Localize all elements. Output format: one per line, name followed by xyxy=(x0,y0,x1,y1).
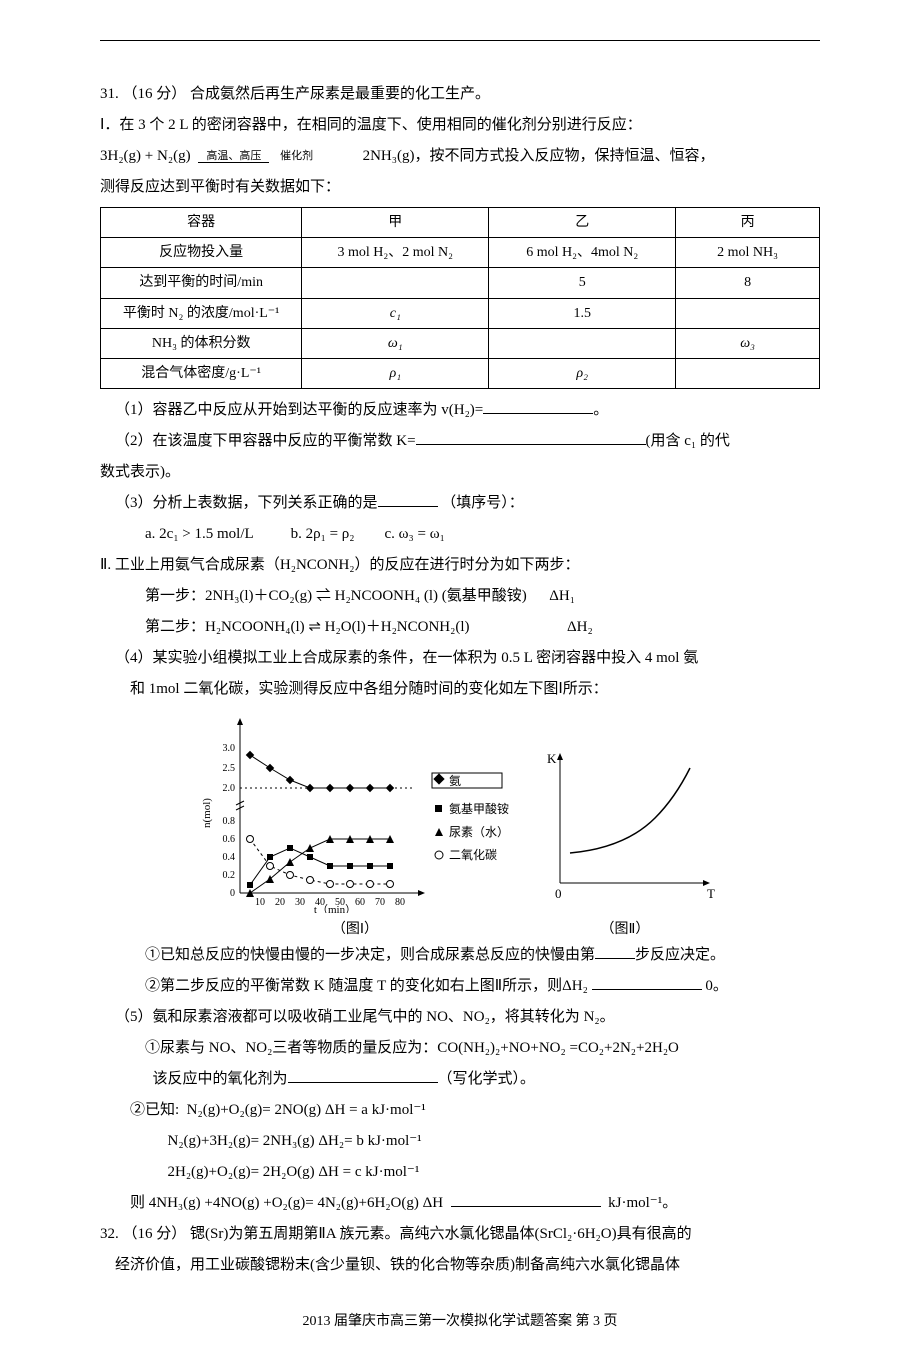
th-container: 容器 xyxy=(101,208,302,238)
svg-text:0: 0 xyxy=(230,888,235,899)
q32-line2: 经济价值，用工业碳酸锶粉末(含少量钡、铁的化合物等杂质)制备高纯六水氯化锶晶体 xyxy=(100,1252,820,1279)
svg-text:氨: 氨 xyxy=(449,774,461,788)
th-b: 乙 xyxy=(489,208,676,238)
svg-text:10: 10 xyxy=(255,897,265,908)
q31-4-1: ①已知总反应的快慢由慢的一步决定，则合成尿素总反应的快慢由第步反应决定。 xyxy=(100,942,820,969)
fig1-caption: （图Ⅰ） xyxy=(195,917,515,942)
blank xyxy=(483,398,593,414)
q31-5-2: ②已知: N₂(g)+O₂(g)= 2NO(g) ΔH = a kJ·mol⁻¹ xyxy=(100,1097,820,1124)
q32-rest: 锶(Sr)为第五周期第ⅡA 族元素。高纯六水氯化锶晶体(SrCl₂·6H₂O)具… xyxy=(190,1226,692,1242)
arrow-top: 高温、高压 xyxy=(198,150,269,163)
table-row: 达到平衡的时间/min 5 8 xyxy=(101,268,820,298)
svg-text:尿素（水）: 尿素（水） xyxy=(449,825,509,839)
svg-text:0.8: 0.8 xyxy=(223,816,236,827)
figures-row: 0 0.2 0.4 0.6 0.8 2.0 2.5 3.0 10 20 30 4… xyxy=(100,713,820,913)
opt-c: c. ω₃ = ω₁ xyxy=(385,526,445,542)
opt-b: b. 2ρ₁ = ρ₂ xyxy=(291,526,355,542)
q31-points: （16 分） xyxy=(123,86,187,102)
svg-text:20: 20 xyxy=(275,897,285,908)
q31-5-2-eq3: 2H₂(g)+O₂(g)= 2H₂O(g) ΔH = c kJ·mol⁻¹ xyxy=(100,1159,820,1186)
q31-header: 31. （16 分） 合成氨然后再生产尿素是最重要的化工生产。 xyxy=(100,81,820,108)
blank xyxy=(378,491,438,507)
q31-3-options: a. 2c₁ > 1.5 mol/L b. 2ρ₁ = ρ₂ c. ω₃ = ω… xyxy=(100,521,820,548)
svg-text:80: 80 xyxy=(395,897,405,908)
th-c: 丙 xyxy=(676,208,820,238)
q31-5-1: ①尿素与 NO、NO₂三者等物质的量反应为：CO(NH₂)₂+NO+NO₂ =C… xyxy=(100,1035,820,1062)
chart-2: K T 0 xyxy=(525,743,725,913)
table-header-row: 容器 甲 乙 丙 xyxy=(101,208,820,238)
q31-2-line2: 数式表示)。 xyxy=(100,459,820,486)
q31-5-2-eq2: N₂(g)+3H₂(g)= 2NH₃(g) ΔH₂= b kJ·mol⁻¹ xyxy=(100,1128,820,1155)
q31-part1-intro: Ⅰ．在 3 个 2 L 的密闭容器中，在相同的温度下、使用相同的催化剂分别进行反… xyxy=(100,112,820,139)
figure-captions: （图Ⅰ） （图Ⅱ） xyxy=(100,917,820,942)
table-row: 反应物投入量 3 mol H₂、2 mol N₂ 6 mol H₂、4mol N… xyxy=(101,238,820,268)
q32-line1: 32. （16 分） 锶(Sr)为第五周期第ⅡA 族元素。高纯六水氯化锶晶体(S… xyxy=(100,1221,820,1248)
q31-number: 31. xyxy=(100,86,119,102)
table-intro: 测得反应达到平衡时有关数据如下： xyxy=(100,174,820,201)
svg-text:氨基甲酸铵: 氨基甲酸铵 xyxy=(449,801,509,816)
eq-rhs: 2NH₃(g)，按不同方式投入反应物，保持恒温、恒容， xyxy=(363,148,715,164)
q31-5: （5）氨和尿素溶液都可以吸收硝工业尾气中的 NO、NO₂，将其转化为 N₂。 xyxy=(100,1004,820,1031)
reaction-arrow: 高温、高压 催化剂 xyxy=(198,151,321,162)
opt-a: a. 2c₁ > 1.5 mol/L xyxy=(145,526,253,542)
svg-text:n(mol): n(mol) xyxy=(201,798,213,828)
svg-text:K: K xyxy=(547,751,557,766)
th-a: 甲 xyxy=(302,208,489,238)
q31-5-2-final: 则 4NH₃(g) +4NO(g) +O₂(g)= 4N₂(g)+6H₂O(g)… xyxy=(100,1190,820,1217)
blank xyxy=(451,1191,601,1207)
svg-text:T: T xyxy=(707,886,715,901)
q32-number: 32. xyxy=(100,1226,119,1242)
svg-text:0.4: 0.4 xyxy=(223,852,236,863)
chart-1: 0 0.2 0.4 0.6 0.8 2.0 2.5 3.0 10 20 30 4… xyxy=(195,713,515,913)
blank xyxy=(595,943,635,959)
svg-text:70: 70 xyxy=(375,897,385,908)
blank xyxy=(416,429,646,445)
table-row: NH₃ 的体积分数 ω₁ ω₃ xyxy=(101,328,820,358)
q32-points: （16 分） xyxy=(123,1226,187,1242)
q31-step1: 第一步：2NH₃(l)＋CO₂(g) ⇌ H₂NCOONH₄ (l) (氨基甲酸… xyxy=(100,583,820,610)
q31-3: （3）分析上表数据，下列关系正确的是 （填序号）： xyxy=(100,490,820,517)
arrow-bottom: 催化剂 xyxy=(272,150,321,162)
q31-title: 合成氨然后再生产尿素是最重要的化工生产。 xyxy=(190,86,490,102)
svg-text:30: 30 xyxy=(295,897,305,908)
table-row: 平衡时 N₂ 的浓度/mol·L⁻¹ c₁ 1.5 xyxy=(101,298,820,328)
blank xyxy=(592,974,702,990)
eq-lhs: 3H₂(g) + N₂(g) xyxy=(100,148,191,164)
svg-text:2.0: 2.0 xyxy=(223,783,236,794)
svg-text:二氧化碳: 二氧化碳 xyxy=(449,848,497,862)
svg-text:0.2: 0.2 xyxy=(223,870,236,881)
page: 31. （16 分） 合成氨然后再生产尿素是最重要的化工生产。 Ⅰ．在 3 个 … xyxy=(50,0,870,1365)
q31-equation: 3H₂(g) + N₂(g) 高温、高压 催化剂 2NH₃(g)，按不同方式投入… xyxy=(100,143,820,170)
q31-4-line2: 和 1mol 二氧化碳，实验测得反应中各组分随时间的变化如左下图Ⅰ所示： xyxy=(100,676,820,703)
svg-text:0: 0 xyxy=(555,886,562,901)
svg-text:3.0: 3.0 xyxy=(223,743,236,754)
table-row: 混合气体密度/g·L⁻¹ ρ₁ ρ₂ xyxy=(101,358,820,388)
q31-part2-intro: Ⅱ. 工业上用氨气合成尿素（H₂NCONH₂）的反应在进行时分为如下两步： xyxy=(100,552,820,579)
svg-text:2.5: 2.5 xyxy=(223,763,236,774)
svg-text:60: 60 xyxy=(355,897,365,908)
q31-2: （2）在该温度下甲容器中反应的平衡常数 K=(用含 c₁ 的代 xyxy=(100,428,820,455)
svg-text:t（min）: t（min） xyxy=(314,903,356,913)
q31-4-2: ②第二步反应的平衡常数 K 随温度 T 的变化如右上图Ⅱ所示，则ΔH₂ 0。 xyxy=(100,973,820,1000)
data-table: 容器 甲 乙 丙 反应物投入量 3 mol H₂、2 mol N₂ 6 mol … xyxy=(100,207,820,389)
top-rule xyxy=(100,40,820,41)
blank xyxy=(288,1067,438,1083)
fig2-caption: （图Ⅱ） xyxy=(525,917,725,942)
svg-text:0.6: 0.6 xyxy=(223,834,236,845)
q31-step2: 第二步：H₂NCOONH₄(l) ⇌ H₂O(l)＋H₂NCONH₂(l) ΔH… xyxy=(100,614,820,641)
q31-1: （1）容器乙中反应从开始到达平衡的反应速率为 v(H₂)=。 xyxy=(100,397,820,424)
q31-4-line1: （4）某实验小组模拟工业上合成尿素的条件，在一体积为 0.5 L 密闭容器中投入… xyxy=(100,645,820,672)
q31-5-1b: 该反应中的氧化剂为（写化学式）。 xyxy=(100,1066,820,1093)
page-footer: 2013 届肇庆市高三第一次模拟化学试题答案 第 3 页 xyxy=(100,1309,820,1334)
